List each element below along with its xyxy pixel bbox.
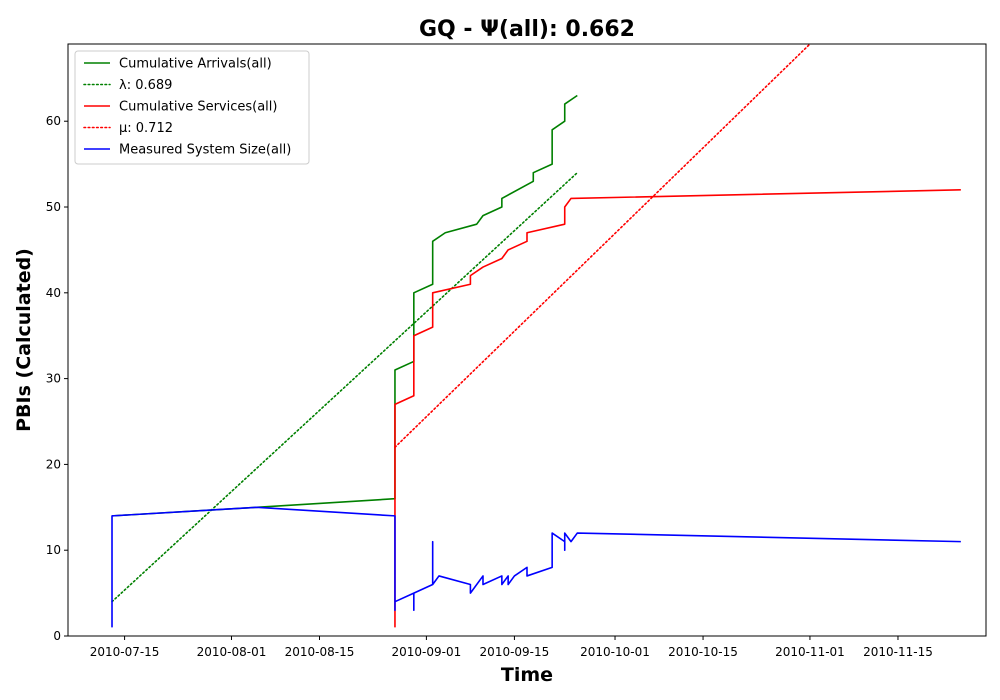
legend-label: λ: 0.689 — [119, 78, 172, 93]
x-tick-label: 2010-10-15 — [668, 645, 738, 659]
series-line-2 — [395, 190, 961, 628]
legend-label: Cumulative Services(all) — [119, 100, 277, 115]
x-tick-label: 2010-07-15 — [90, 645, 160, 659]
x-axis-title: Time — [501, 664, 553, 686]
x-tick-label: 2010-11-01 — [775, 645, 845, 659]
legend-label: Measured System Size(all) — [119, 143, 291, 158]
x-axis: 2010-07-15 2010-08-01 2010-08-15 2010-09-01… — [90, 636, 933, 659]
y-tick-label: 30 — [46, 372, 61, 386]
y-tick-label: 40 — [46, 286, 61, 300]
y-axis-title: PBIs (Calculated) — [13, 248, 35, 432]
x-tick-label: 2010-08-01 — [197, 645, 267, 659]
y-tick-label: 50 — [46, 200, 61, 214]
y-axis: 0 10 20 30 40 50 60 — [46, 114, 68, 643]
legend: Cumulative Arrivals(all) λ: 0.689 Cumulati… — [75, 51, 309, 164]
y-tick-label: 10 — [46, 543, 61, 557]
x-tick-label: 2010-09-01 — [392, 645, 462, 659]
x-tick-label: 2010-09-15 — [480, 645, 550, 659]
series-line-4 — [112, 507, 961, 627]
y-tick-label: 60 — [46, 114, 61, 128]
legend-label: Cumulative Arrivals(all) — [119, 57, 272, 72]
x-tick-label: 2010-10-01 — [580, 645, 650, 659]
y-tick-label: 0 — [53, 629, 61, 643]
legend-label: μ: 0.712 — [119, 121, 173, 136]
y-tick-label: 20 — [46, 457, 61, 471]
chart-title: GQ - Ψ(all): 0.662 — [419, 17, 635, 42]
x-tick-label: 2010-08-15 — [285, 645, 355, 659]
series-line-3 — [395, 44, 810, 447]
x-tick-label: 2010-11-15 — [863, 645, 933, 659]
series-line-1 — [112, 173, 577, 602]
